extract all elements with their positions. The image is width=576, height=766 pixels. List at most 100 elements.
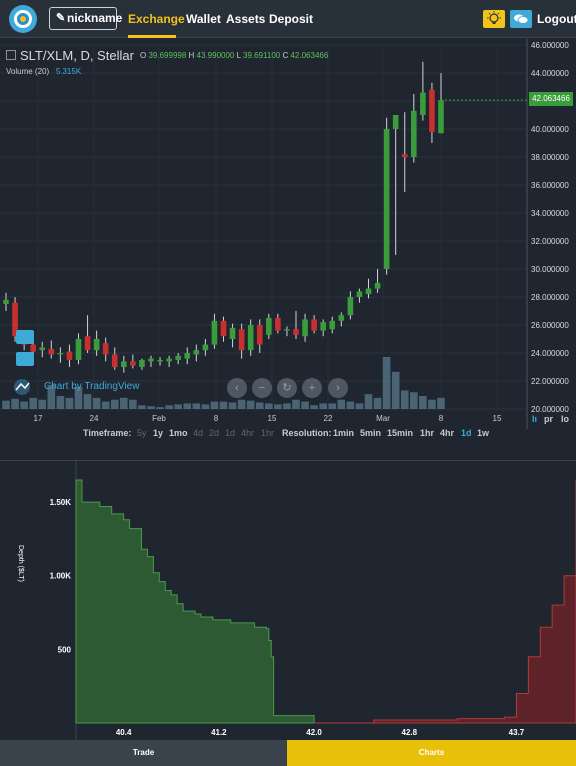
candle-body bbox=[93, 339, 100, 351]
tradingview-watermark[interactable]: Chart by TradingView bbox=[44, 381, 140, 392]
tab-charts[interactable]: Charts bbox=[287, 740, 576, 766]
volume-bar bbox=[92, 397, 101, 409]
candle-body bbox=[438, 100, 444, 134]
low-value: 39.691100 bbox=[243, 51, 281, 60]
price-chart[interactable]: 46.00000044.00000042.00000040.00000038.0… bbox=[0, 39, 576, 429]
nav-wallet[interactable]: Wallet bbox=[186, 12, 221, 26]
depth-x-tick-label: 43.7 bbox=[509, 728, 525, 737]
auto-scale-button[interactable]: lo bbox=[561, 414, 569, 424]
volume-bar bbox=[56, 396, 65, 409]
scroll-right-icon[interactable]: › bbox=[328, 378, 348, 398]
nav-assets[interactable]: Assets bbox=[226, 12, 266, 26]
y-tick-label: 34.000000 bbox=[531, 209, 569, 218]
y-tick-label: 38.000000 bbox=[531, 153, 569, 162]
app-logo-icon[interactable] bbox=[8, 4, 38, 34]
depth-axis-label: Depth ($LT) bbox=[17, 545, 24, 582]
volume-bar bbox=[47, 384, 56, 409]
candle-body bbox=[220, 320, 227, 337]
volume-bar bbox=[437, 397, 445, 409]
top-bar: ✎ nickname Exchange Wallet Assets Deposi… bbox=[0, 0, 576, 38]
pencil-icon: ✎ bbox=[56, 12, 66, 24]
nav-exchange[interactable]: Exchange bbox=[128, 12, 185, 26]
volume-bar bbox=[419, 396, 427, 409]
legend-collapse-button[interactable] bbox=[6, 50, 16, 60]
timeframe-label: Timeframe: bbox=[83, 428, 132, 438]
logout-link[interactable]: Logout bbox=[537, 12, 576, 26]
resolution-1hr[interactable]: 1hr bbox=[420, 428, 435, 438]
volume-bar bbox=[2, 400, 10, 409]
volume-bar bbox=[265, 403, 273, 409]
volume-bar bbox=[337, 399, 346, 409]
volume-bar bbox=[165, 405, 173, 409]
resolution-15min[interactable]: 15min bbox=[387, 428, 414, 438]
y-tick-label: 36.000000 bbox=[531, 181, 569, 190]
volume-bar bbox=[11, 398, 19, 409]
volume-bar bbox=[210, 401, 219, 409]
y-tick-label: 24.000000 bbox=[531, 349, 569, 358]
timeframe-4hr[interactable]: 4hr bbox=[241, 428, 255, 438]
timeframe-4d[interactable]: 4d bbox=[193, 428, 204, 438]
candle-body bbox=[202, 344, 209, 351]
candle-body bbox=[302, 319, 308, 337]
volume-bar bbox=[364, 394, 373, 409]
timeframe-1mo[interactable]: 1mo bbox=[169, 428, 188, 438]
y-tick-label: 28.000000 bbox=[531, 293, 569, 302]
resolution-4hr[interactable]: 4hr bbox=[440, 428, 455, 438]
depth-chart[interactable]: 1.50K 1.00K 500 40.4 41.2 42.0 42.8 43.7 bbox=[0, 460, 576, 740]
volume-bar bbox=[20, 401, 28, 409]
indicator-icon[interactable] bbox=[16, 352, 34, 366]
tab-trade[interactable]: Trade bbox=[0, 740, 287, 766]
timeframe-1d[interactable]: 1d bbox=[225, 428, 236, 438]
volume-bar bbox=[410, 392, 418, 409]
resolution-1d[interactable]: 1d bbox=[461, 428, 472, 438]
chart-title: SLT/XLM, D, Stellar bbox=[20, 48, 134, 63]
timeframe-2d[interactable]: 2d bbox=[209, 428, 220, 438]
timeframe-5y[interactable]: 5y bbox=[137, 428, 147, 438]
x-tick-label: 17 bbox=[34, 414, 43, 423]
log-scale-button[interactable]: lı bbox=[532, 414, 538, 424]
resolution-1min[interactable]: 1min bbox=[333, 428, 355, 438]
candle-body bbox=[247, 325, 254, 351]
candle-body bbox=[193, 350, 200, 355]
volume-bar bbox=[319, 403, 327, 409]
volume-bar bbox=[274, 404, 282, 409]
timeframe-1hr[interactable]: 1hr bbox=[261, 428, 275, 438]
nav-deposit[interactable]: Deposit bbox=[269, 12, 314, 26]
candle-body bbox=[66, 351, 73, 360]
timeframe-1y[interactable]: 1y bbox=[153, 428, 164, 438]
volume-bar bbox=[255, 402, 264, 409]
zoom-out-icon[interactable]: − bbox=[252, 378, 272, 398]
percent-scale-button[interactable]: pr bbox=[544, 414, 553, 424]
volume-bar bbox=[246, 400, 255, 409]
volume-bar bbox=[101, 401, 110, 409]
volume-bar bbox=[310, 405, 318, 409]
close-label: C bbox=[282, 51, 289, 60]
resolution-5min[interactable]: 5min bbox=[360, 428, 382, 438]
volume-bar bbox=[192, 403, 201, 409]
volume-bar bbox=[147, 406, 155, 409]
x-tick-label: Feb bbox=[152, 414, 166, 423]
nickname-button[interactable]: ✎ nickname bbox=[49, 7, 122, 30]
candle-body bbox=[175, 355, 181, 360]
scroll-left-icon[interactable]: ‹ bbox=[227, 378, 247, 398]
screen-icon[interactable] bbox=[16, 330, 34, 344]
candle-body bbox=[356, 291, 363, 297]
candle-body bbox=[57, 353, 64, 355]
volume-bar bbox=[219, 401, 228, 409]
volume-bar bbox=[74, 386, 83, 409]
volume-bar bbox=[29, 397, 37, 409]
zoom-in-icon[interactable]: + bbox=[302, 378, 322, 398]
volume-bar bbox=[156, 407, 164, 409]
resolution-1w[interactable]: 1w bbox=[477, 428, 490, 438]
x-tick-label: 8 bbox=[439, 414, 444, 423]
volume-bar bbox=[38, 399, 47, 409]
depth-y-tick-label: 1.00K bbox=[50, 572, 72, 581]
reset-icon[interactable]: ↻ bbox=[277, 378, 297, 398]
volume-legend: Volume (20) 5.315K bbox=[6, 67, 81, 76]
chat-button[interactable] bbox=[510, 10, 532, 28]
candle-body bbox=[75, 339, 82, 360]
theme-toggle-button[interactable] bbox=[483, 10, 505, 28]
candle-body bbox=[111, 354, 118, 367]
candle-body bbox=[238, 329, 245, 351]
volume-bar bbox=[283, 403, 291, 409]
